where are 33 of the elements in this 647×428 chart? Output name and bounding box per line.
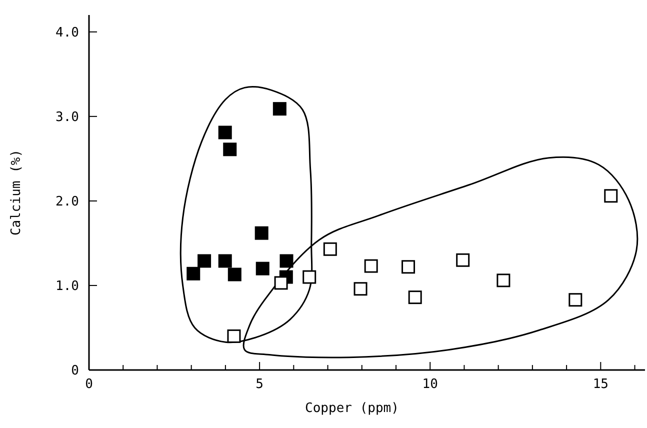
point bbox=[568, 293, 582, 307]
x-tick-label: 10 bbox=[422, 377, 438, 392]
x-tick-label: 5 bbox=[256, 377, 264, 392]
x-tick-label: 15 bbox=[592, 377, 608, 392]
point bbox=[456, 253, 470, 267]
y-tick-label: 3.0 bbox=[56, 110, 79, 125]
point bbox=[218, 254, 232, 268]
point bbox=[364, 259, 378, 273]
y-axis-title: Calcium (%) bbox=[9, 149, 24, 236]
y-tick-label: 4.0 bbox=[56, 25, 79, 40]
point bbox=[280, 254, 294, 268]
x-axis-title: Copper (ppm) bbox=[305, 401, 399, 416]
point bbox=[272, 102, 286, 116]
point bbox=[228, 268, 242, 282]
x-tick-label: 0 bbox=[85, 377, 93, 392]
point bbox=[408, 290, 422, 304]
point bbox=[302, 270, 316, 284]
point bbox=[254, 226, 268, 240]
point bbox=[496, 274, 510, 288]
point bbox=[227, 329, 241, 343]
point bbox=[198, 254, 212, 268]
point bbox=[274, 276, 288, 290]
point bbox=[323, 242, 337, 256]
point bbox=[604, 189, 618, 203]
point bbox=[218, 126, 232, 140]
point bbox=[186, 266, 200, 280]
point bbox=[256, 262, 270, 276]
point bbox=[223, 142, 237, 156]
y-tick-label: 2.0 bbox=[56, 194, 79, 210]
point bbox=[354, 282, 368, 296]
y-tick-label: 1.0 bbox=[56, 279, 79, 294]
point bbox=[402, 260, 416, 274]
y-tick-label: 0 bbox=[71, 364, 79, 379]
